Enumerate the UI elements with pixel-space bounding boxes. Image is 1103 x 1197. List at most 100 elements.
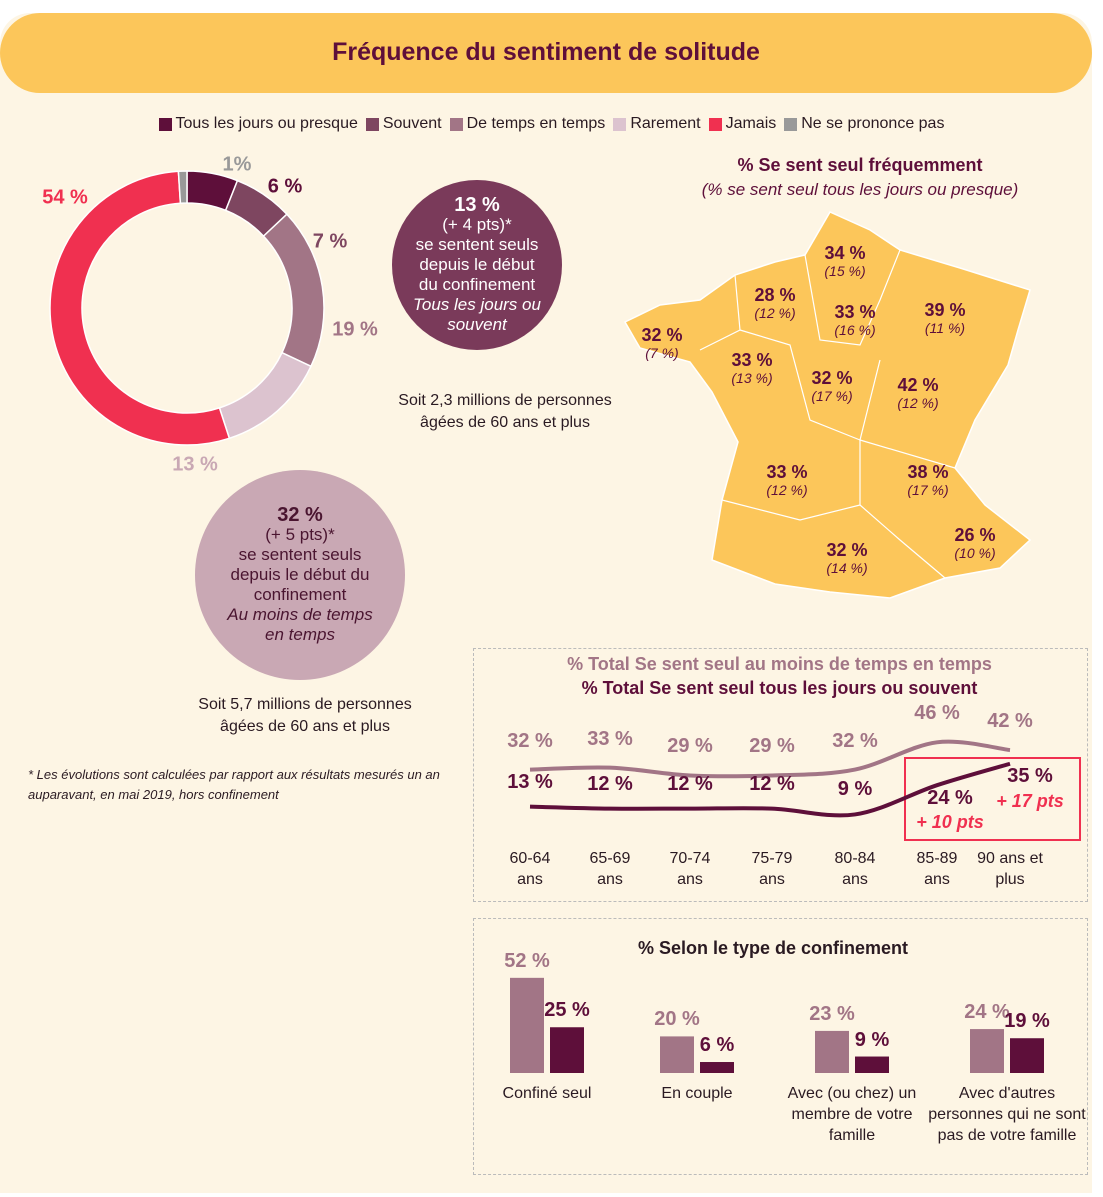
data-label: 29 % [667, 735, 713, 758]
region-value: 39 % [924, 300, 966, 320]
bar-title: % Selon le type de confinement [637, 938, 909, 958]
x-tick-label: 80-84 ans [834, 850, 876, 888]
x-tick-label: En couple [661, 1085, 733, 1102]
legend-label: De temps en temps [466, 115, 606, 132]
region-value: 33 % [766, 462, 808, 482]
note: Soit 2,3 millions de personnes âgées de … [398, 392, 612, 431]
legend-label: Tous les jours ou presque [175, 115, 358, 132]
legend-item: Rarement [613, 115, 701, 133]
region-value: 26 % [954, 525, 996, 545]
region-detail: (14 %) [826, 560, 868, 576]
region-detail: (12 %) [754, 305, 796, 321]
data-label: 12 % [587, 772, 633, 795]
line [529, 739, 1011, 779]
region-value: 42 % [897, 375, 939, 395]
region-value: 32 % [811, 368, 853, 388]
region-value: 33 % [834, 302, 876, 322]
region-detail: (12 %) [897, 395, 939, 411]
series-title: % Total Se sent seul au moins de temps e… [567, 654, 992, 674]
bar [660, 1036, 694, 1073]
data-label: 7 % [313, 230, 348, 252]
x-tick-label: 75-79 ans [751, 850, 793, 888]
data-label: 6 % [268, 175, 303, 197]
bar [510, 977, 544, 1073]
emphasis: Tous les jours ou souvent [413, 295, 541, 334]
text: se sentent seuls depuis le début du conf… [230, 545, 370, 604]
data-label: 46 % [914, 702, 960, 725]
x-tick-label: Confiné seul [502, 1085, 592, 1102]
legend-label: Rarement [630, 115, 701, 132]
legend-item: De temps en temps [449, 115, 606, 133]
data-label: 42 % [987, 710, 1033, 733]
map-subtitle: (% se sent seul tous les jours ou presqu… [701, 180, 1019, 199]
highlight-circle: 32 % (+ 5 pts)* se sentent seuls depuis le… [195, 470, 405, 680]
donut-segment [49, 170, 231, 446]
legend-label: Jamais [725, 115, 777, 132]
data-label: 32 % [832, 729, 878, 752]
bar [1010, 1038, 1044, 1073]
bar [700, 1062, 734, 1073]
data-label: 6 % [699, 1034, 735, 1057]
legend-item: Jamais [708, 115, 777, 133]
data-label: 1% [223, 153, 252, 175]
change: (+ 5 pts)* [265, 525, 335, 544]
region-detail: (17 %) [811, 388, 853, 404]
data-label: 52 % [504, 949, 550, 972]
data-label: 13 % [507, 770, 553, 793]
figure: 32 % [277, 504, 323, 526]
x-tick-label: 70-74 ans [669, 850, 711, 888]
x-tick-label: 60-64 ans [509, 850, 551, 888]
line [529, 761, 1011, 818]
legend-swatch [365, 117, 379, 131]
legend-swatch [613, 117, 627, 131]
region-value: 33 % [731, 350, 773, 370]
text: se sentent seuls depuis le début du conf… [415, 235, 539, 294]
panel [0, 13, 1092, 1193]
region-value: 38 % [907, 462, 949, 482]
data-label: 13 % [172, 453, 218, 475]
data-label: 32 % [507, 729, 553, 752]
region-detail: (16 %) [834, 322, 876, 338]
annotation: + 10 pts [916, 812, 984, 832]
region-detail: (10 %) [954, 545, 996, 561]
series-title: % Total Se sent seul tous les jours ou s… [581, 678, 978, 698]
region-borders [699, 249, 956, 579]
region-value: 34 % [824, 243, 866, 263]
region-detail: (13 %) [731, 370, 773, 386]
footnote: * Les évolutions sont calculées par rapp… [28, 767, 440, 802]
data-label: 29 % [749, 735, 795, 758]
data-label: 20 % [654, 1008, 700, 1031]
annotation: + 17 pts [996, 791, 1064, 811]
legend: Tous les jours ou presque Souvent De temps… [0, 115, 1103, 133]
data-label: 54 % [42, 186, 88, 208]
map-title: % Se sent seul fréquemment [737, 155, 983, 175]
data-label: 25 % [544, 999, 590, 1022]
data-label: 35 % [1007, 765, 1053, 787]
data-label: 23 % [809, 1002, 855, 1025]
bar [855, 1056, 889, 1073]
legend-label: Souvent [382, 115, 442, 132]
legend-swatch [784, 117, 798, 131]
data-label: 12 % [667, 772, 713, 795]
data-label: 9 % [854, 1028, 890, 1051]
region-value: 28 % [754, 285, 796, 305]
region-value: 32 % [641, 325, 683, 345]
data-label: 19 % [1004, 1010, 1050, 1033]
change: (+ 4 pts)* [442, 215, 512, 234]
highlight-circle: 13 % (+ 4 pts)* se sentent seuls depuis le… [392, 180, 562, 350]
legend-item: Tous les jours ou presque [158, 115, 358, 133]
title: Fréquence du sentiment de solitude [332, 38, 760, 66]
data-label: 33 % [587, 727, 633, 750]
region-detail: (12 %) [766, 482, 808, 498]
x-tick-label: Avec d'autres personnes qui ne sont pas … [928, 1085, 1086, 1144]
data-label: 24 % [927, 787, 973, 809]
legend-swatch [708, 117, 722, 131]
note: Soit 5,7 millions de personnes âgées de … [198, 696, 412, 735]
region-detail: (15 %) [824, 263, 866, 279]
x-tick-label: Avec (ou chez) un membre de votre famill… [787, 1085, 917, 1144]
figure: 13 % [454, 194, 500, 216]
region-detail: (7 %) [645, 345, 679, 361]
legend-swatch [158, 117, 172, 131]
